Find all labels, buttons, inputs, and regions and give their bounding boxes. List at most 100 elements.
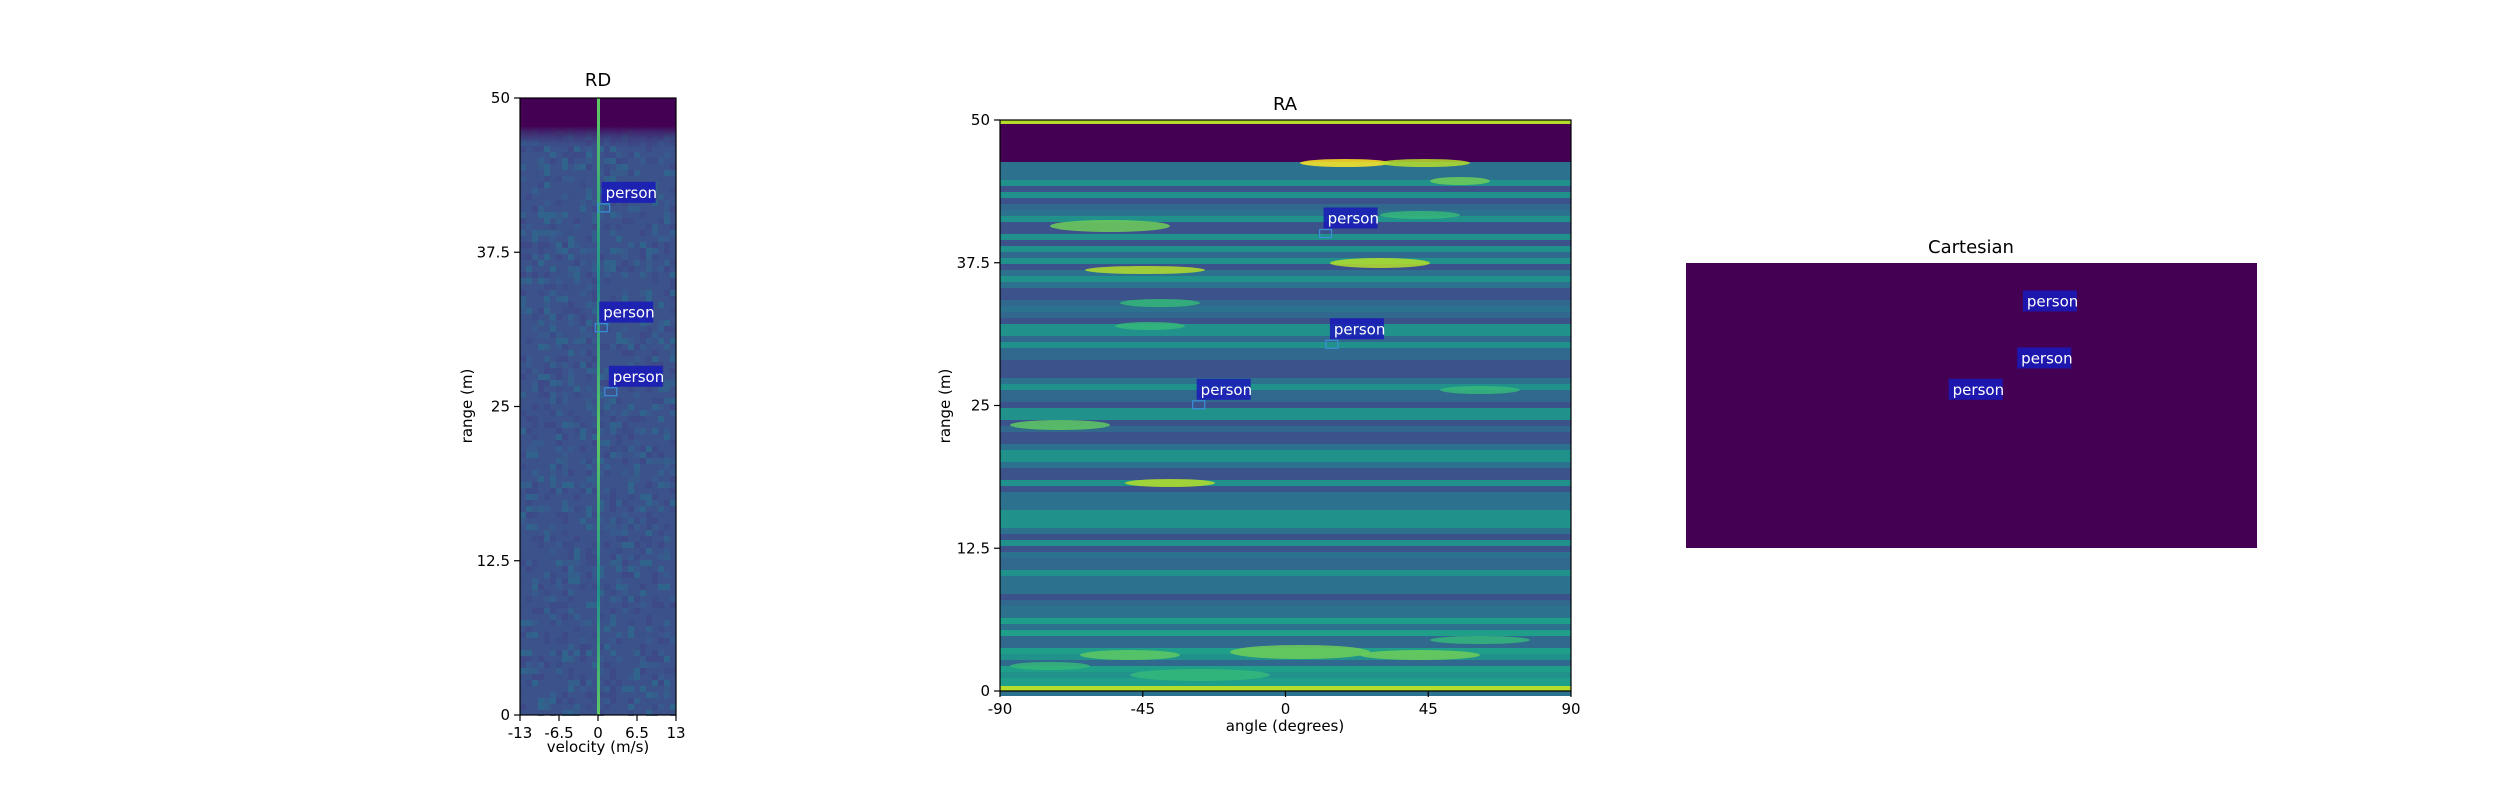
rd-noise-cell [670,710,676,716]
rd-noise-cell [658,266,664,272]
ra-band [1000,618,1571,624]
rd-noise-cell [538,656,544,662]
rd-noise-cell [568,644,574,650]
ra-band [1000,486,1571,492]
rd-noise-cell [526,446,532,452]
rd-noise-cell [532,446,538,452]
rd-noise-cell [550,536,556,542]
rd-noise-cell [658,650,664,656]
rd-noise-cell [520,464,526,470]
rd-noise-cell [616,158,622,164]
rd-noise-cell [634,152,640,158]
rd-noise-cell [652,398,658,404]
ra-intensity-blob [1380,211,1460,219]
rd-noise-cell [652,656,658,662]
rd-noise-cell [622,158,628,164]
rd-noise-cell [532,170,538,176]
ra-band [1000,426,1571,432]
rd-noise-cell [610,422,616,428]
rd-noise-cell [598,200,604,206]
rd-noise-cell [604,464,610,470]
rd-noise-cell [610,548,616,554]
rd-noise-cell [532,572,538,578]
ra-band [1000,528,1571,534]
rd-noise-cell [604,398,610,404]
rd-x-axis-label: velocity (m/s) [547,738,650,756]
ra-band [1000,246,1571,252]
rd-noise-cell [520,392,526,398]
ra-band [1000,456,1571,462]
rd-noise-cell [664,584,670,590]
rd-noise-cell [610,446,616,452]
rd-noise-cell [604,218,610,224]
rd-noise-cell [616,212,622,218]
rd-noise-cell [526,530,532,536]
rd-noise-cell [616,548,622,554]
rd-noise-cell [670,296,676,302]
rd-noise-cell [634,566,640,572]
rd-noise-cell [532,254,538,260]
rd-noise-cell [634,470,640,476]
ra-band [1000,492,1571,498]
rd-noise-cell [556,542,562,548]
rd-noise-cell [556,464,562,470]
detection-label-bg [1323,207,1378,229]
rd-noise-cell [634,266,640,272]
rd-noise-cell [586,374,592,380]
rd-noise-cell [640,260,646,266]
rd-noise-cell [670,602,676,608]
rd-noise-cell [592,368,598,374]
rd-noise-cell [544,284,550,290]
rd-noise-cell [544,416,550,422]
rd-noise-cell [550,176,556,182]
rd-noise-cell [658,416,664,422]
rd-noise-cell [592,296,598,302]
rd-noise-cell [610,638,616,644]
rd-noise-cell [592,596,598,602]
rd-noise-cell [544,632,550,638]
rd-noise-cell [592,338,598,344]
rd-noise-cell [568,302,574,308]
rd-noise-cell [568,548,574,554]
rd-noise-cell [586,284,592,290]
ra-band [1000,270,1571,276]
rd-noise-cell [610,692,616,698]
rd-noise-cell [592,206,598,212]
rd-noise-cell [652,602,658,608]
rd-noise-cell [622,572,628,578]
rd-noise-cell [580,602,586,608]
rd-noise-cell [580,422,586,428]
rd-noise-cell [568,566,574,572]
rd-noise-cell [556,278,562,284]
rd-noise-cell [670,224,676,230]
rd-noise-cell [634,518,640,524]
ra-panel: RA -90 -45 0 45 90 0 12.5 25 37.5 50 angle (degr… [936,94,1581,735]
rd-noise-cell [556,446,562,452]
rd-noise-cell [664,656,670,662]
rd-noise-cell [628,596,634,602]
rd-noise-cell [580,368,586,374]
cartesian-background [1686,263,2257,548]
rd-noise-cell [634,416,640,422]
rd-noise-cell [610,170,616,176]
rd-x-axis: -13 -6.5 0 6.5 13 [508,715,686,742]
rd-noise-cell [658,680,664,686]
rd-noise-cell [598,656,604,662]
rd-noise-cell [622,560,628,566]
rd-noise-cell [532,566,538,572]
rd-noise-cell [574,392,580,398]
rd-noise-cell [646,614,652,620]
rd-noise-cell [562,164,568,170]
rd-noise-cell [664,350,670,356]
rd-noise-cell [550,488,556,494]
rd-noise-cell [634,464,640,470]
rd-noise-cell [544,608,550,614]
rd-noise-cell [664,380,670,386]
rd-noise-cell [616,560,622,566]
rd-noise-cell [538,260,544,266]
rd-noise-cell [580,584,586,590]
rd-noise-cell [658,482,664,488]
rd-noise-cell [652,500,658,506]
ra-band [1000,420,1571,426]
rd-noise-cell [574,308,580,314]
